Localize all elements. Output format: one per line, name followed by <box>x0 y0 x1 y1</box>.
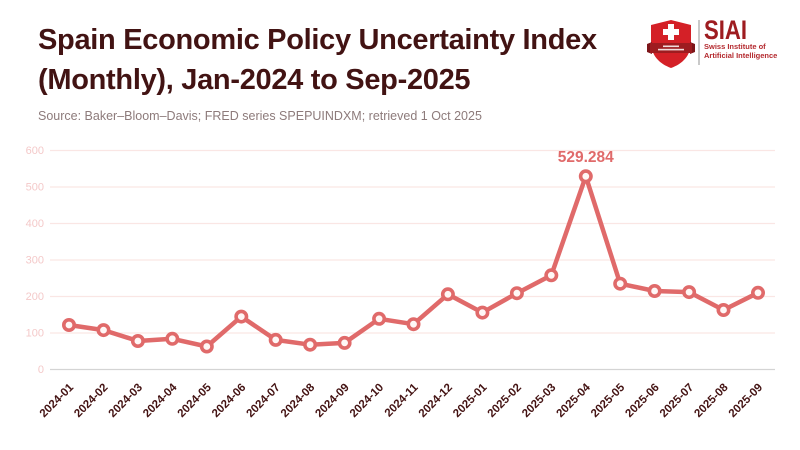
x-tick-label: 2024-02 <box>72 382 110 420</box>
data-point-marker <box>440 287 455 302</box>
data-point-marker <box>544 268 559 283</box>
logo-subtitle-line2: Artificial Intelligence <box>704 50 778 60</box>
x-tick-label: 2024-07 <box>244 382 282 420</box>
data-point-marker <box>647 284 662 299</box>
x-tick-label: 2024-12 <box>417 382 455 420</box>
data-point-marker <box>337 335 352 350</box>
y-tick-label: 500 <box>26 182 44 194</box>
x-tick-label: 2024-09 <box>313 382 351 420</box>
data-point-marker <box>750 285 765 300</box>
x-tick-label: 2025-07 <box>658 382 696 420</box>
data-point-marker <box>475 305 490 320</box>
data-point-marker <box>613 276 628 291</box>
y-tick-label: 400 <box>26 218 44 230</box>
y-tick-label: 600 <box>26 145 44 157</box>
siai-shield-icon <box>647 20 695 68</box>
epu-line-chart: 0 100 200 300 400 500 600 2024-012024-022024-03… <box>26 145 775 420</box>
x-tick-label: 2025-05 <box>589 381 628 420</box>
data-point-marker <box>372 311 387 326</box>
x-tick-label: 2024-08 <box>279 381 318 420</box>
y-tick-label: 200 <box>26 291 44 303</box>
x-tick-label: 2024-11 <box>383 381 421 419</box>
peak-annotation: 529.284 <box>558 149 614 166</box>
y-tick-label: 0 <box>38 364 44 376</box>
data-point-marker <box>682 285 697 300</box>
x-tick-label: 2024-05 <box>176 381 215 420</box>
data-point-marker <box>165 331 180 346</box>
x-tick-label: 2025-03 <box>520 382 558 420</box>
x-tick-label: 2024-04 <box>141 381 180 420</box>
data-point-marker <box>303 337 318 352</box>
logo-text: SIAI Swiss Institute of Artificial Intel… <box>704 15 778 60</box>
x-tick-label: 2025-08 <box>692 381 731 420</box>
x-tick-label: 2024-10 <box>348 382 386 420</box>
data-point-marker <box>61 318 76 333</box>
x-tick-label: 2025-01 <box>451 381 490 420</box>
data-point-marker <box>578 169 593 184</box>
y-tick-label: 300 <box>26 255 44 267</box>
siai-logo: SIAI Swiss Institute of Artificial Intel… <box>646 15 796 74</box>
source-note: Source: Baker–Bloom–Davis; FRED series S… <box>38 109 482 123</box>
chart-title-line2: (Monthly), Jan-2024 to Sep-2025 <box>38 64 471 96</box>
logo-subtitle-line1: Swiss Institute of <box>704 42 766 51</box>
x-tick-label: 2025-06 <box>623 382 661 420</box>
y-tick-label: 100 <box>26 328 44 340</box>
chart-title: Spain Economic Policy Uncertainty Index … <box>38 20 638 100</box>
data-point-marker <box>268 332 283 347</box>
x-tick-label: 2025-02 <box>486 382 524 420</box>
data-point-marker <box>130 334 145 349</box>
data-point-marker <box>716 303 731 318</box>
x-tick-label: 2024-06 <box>210 382 248 420</box>
x-tick-label: 2025-04 <box>555 381 594 420</box>
chart-title-line1: Spain Economic Policy Uncertainty Index <box>38 24 597 56</box>
data-point-marker <box>96 323 111 338</box>
data-point-marker <box>509 286 524 301</box>
data-point-marker <box>199 339 214 354</box>
siai-wordmark: SIAI <box>704 15 748 45</box>
data-point-marker <box>406 317 421 332</box>
data-point-marker <box>234 309 249 324</box>
x-tick-label: 2025-09 <box>727 382 765 420</box>
x-tick-label: 2024-01 <box>38 381 77 420</box>
logo-divider <box>698 20 700 65</box>
x-tick-label: 2024-03 <box>107 382 145 420</box>
